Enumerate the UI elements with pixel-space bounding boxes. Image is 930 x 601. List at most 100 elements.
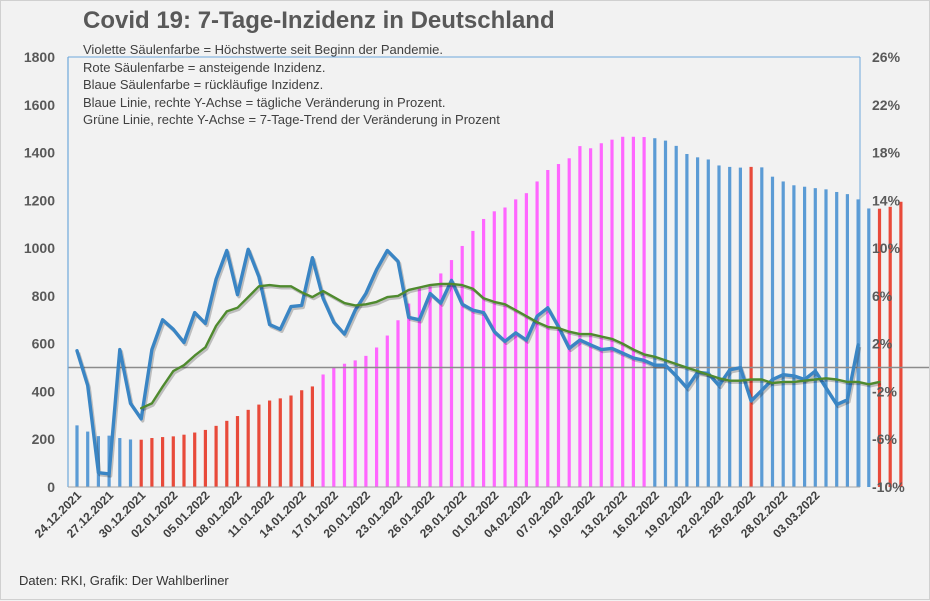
bar-11 [193,432,197,487]
bar-14 [225,420,229,487]
bar-58 [696,157,700,488]
bar-41 [514,199,518,487]
bar-49 [599,143,603,487]
bar-20 [289,395,293,487]
bar-77 [899,201,903,487]
bar-71 [835,191,839,487]
bar-18 [268,400,272,487]
bar-55 [663,140,668,487]
bar-53 [642,137,646,487]
bar-66 [781,181,785,487]
daily-change-line [75,247,860,476]
y-right-tick-label: 10% [872,240,901,256]
bar-51 [621,136,625,488]
bar-36 [460,245,464,487]
bar-12 [203,429,207,487]
bar-29 [385,335,389,487]
bar-1 [86,431,90,487]
bar-34 [439,273,443,487]
bar-21 [300,390,304,487]
bar-40 [503,207,507,487]
bar-69 [813,188,817,487]
bar-74 [867,208,871,487]
bar-64 [760,167,764,487]
trend-line [139,282,881,410]
bar-61 [728,166,732,487]
bar-50 [610,139,614,487]
bar-62 [738,167,742,487]
bar-37 [471,230,475,487]
y-left-tick-label: 1800 [24,49,55,65]
bar-22 [310,386,314,487]
bar-48 [589,148,593,487]
y-right-tick-label: 14% [872,192,901,208]
bar-57 [685,153,689,487]
y-left-tick-label: 200 [32,431,56,447]
bar-26 [353,360,357,487]
bar-0 [75,425,79,487]
note-violet: Violette Säulenfarbe = Höchstwerte seit … [83,42,444,57]
bar-25 [342,363,347,487]
bar-7 [150,438,154,487]
note-red: Rote Säulenfarbe = ansteigende Inzidenz. [83,59,326,75]
series-shadow-1 [142,284,882,412]
note-blue-line: Blaue Linie, rechte Y-Achse = tägliche V… [83,94,446,110]
bar-4 [118,438,122,487]
bar-46 [567,158,571,488]
bar-65 [770,176,775,487]
bar-23 [321,374,325,487]
bar-15 [235,416,240,487]
y-left-tick-label: 400 [32,383,56,399]
bar-54 [653,138,657,487]
y-right-tick-label: -2% [872,383,897,399]
bar-8 [161,437,165,487]
source-credit: Daten: RKI, Grafik: Der Wahlberliner [19,573,229,588]
bar-56 [674,145,678,487]
bar-60 [717,165,721,487]
bar-35 [449,260,454,487]
bar-68 [803,186,807,487]
bar-27 [364,355,368,487]
bar-43 [535,181,539,487]
bar-72 [845,194,849,487]
bar-70 [824,189,828,487]
bar-59 [706,159,710,487]
y-left-tick-label: 1600 [24,97,55,113]
y-right-tick-label: 22% [872,97,901,113]
bar-31 [407,303,411,487]
bar-9 [171,436,175,487]
y-right-tick-label: 18% [872,145,901,161]
y-right-tick-label: 6% [872,288,893,304]
bar-30 [396,320,400,487]
bar-75 [877,208,882,487]
y-left-tick-label: 1200 [24,192,55,208]
chart-notes: Violette Säulenfarbe = Höchstwerte seit … [83,41,500,129]
y-right-tick-label: -6% [872,431,897,447]
bar-10 [182,434,186,487]
y-right-tick-label: 26% [872,49,901,65]
y-left-tick-label: 1000 [24,240,55,256]
y-left-tick-label: 1400 [24,145,55,161]
bar-67 [792,185,796,488]
bar-6 [139,439,143,487]
note-green-line: Grüne Linie, rechte Y-Achse = 7-Tage-Tre… [83,112,500,128]
bar-16 [246,409,250,487]
y-left-tick-label: 800 [32,288,56,304]
bar-33 [428,286,432,487]
y-right-tick-label: -10% [872,479,905,495]
bar-24 [332,367,336,487]
y-left-tick-label: 0 [47,479,55,495]
bar-39 [492,211,496,488]
bar-19 [278,398,282,487]
bar-44 [546,169,550,487]
bar-73 [856,199,860,487]
chart-title: Covid 19: 7-Tage-Inzidenz in Deutschland [83,7,555,34]
bar-47 [578,146,582,487]
bar-52 [631,136,635,488]
bar-32 [417,287,421,487]
bar-63 [749,166,753,487]
bar-5 [128,439,133,487]
bar-38 [482,218,486,487]
